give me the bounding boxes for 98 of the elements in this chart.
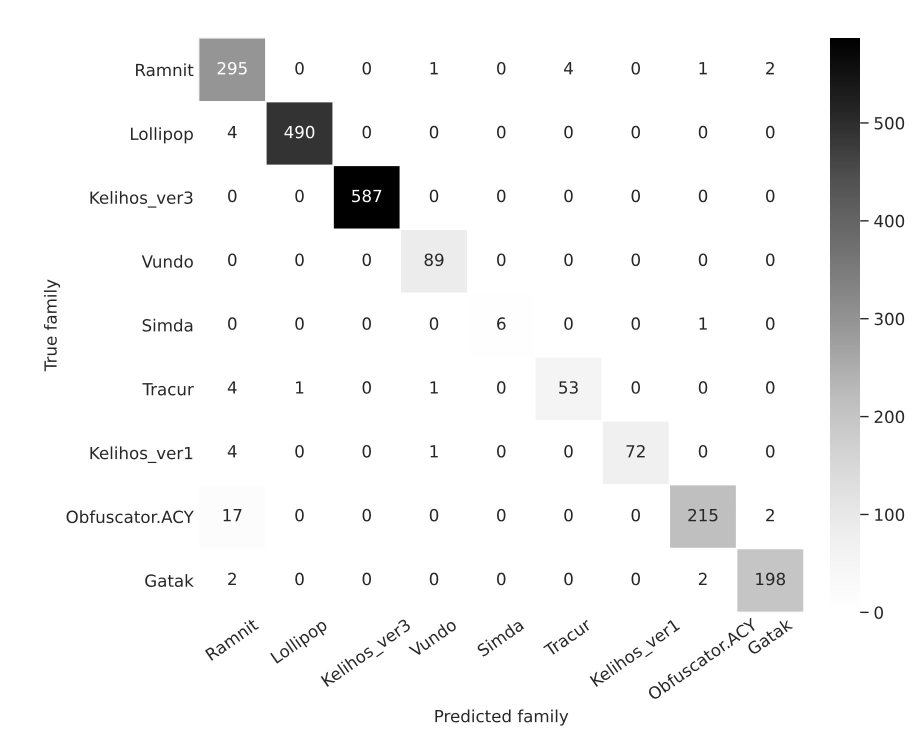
data-label: 2 (698, 572, 707, 586)
data-label: 0 (497, 508, 506, 522)
data-label: 1 (430, 381, 438, 394)
color-bar-label: 400 (874, 214, 904, 228)
data-label: 17 (224, 509, 242, 522)
data-label: 0 (632, 62, 640, 75)
data-label: 0 (430, 126, 438, 138)
data-label: 4 (228, 381, 237, 394)
data-label: 0 (295, 508, 304, 522)
y-tick-label: Vundo (142, 254, 193, 268)
data-label: 0 (497, 444, 506, 458)
y-tick-label: Gatak (145, 574, 194, 588)
data-label: 0 (295, 62, 304, 75)
color-bar-label: 500 (874, 116, 904, 130)
data-label: 2 (766, 508, 774, 522)
y-axis-title: True family (44, 280, 60, 372)
data-label: 6 (497, 317, 506, 330)
data-label: 0 (698, 253, 708, 266)
data-label: 0 (564, 572, 573, 586)
data-label: 0 (766, 444, 774, 458)
data-label: 215 (688, 508, 718, 522)
y-tick-label: Tracur (142, 383, 194, 396)
data-label: 0 (362, 508, 371, 522)
data-label: 0 (564, 253, 573, 266)
data-label: 198 (756, 572, 786, 586)
data-label: 0 (632, 253, 640, 266)
data-label: 0 (564, 317, 573, 330)
data-label: 0 (295, 253, 304, 266)
data-label: 0 (632, 572, 640, 586)
y-tick-label: Kelihos_ver1 (90, 446, 192, 464)
data-label: 4 (564, 62, 573, 74)
data-label: 0 (766, 381, 774, 394)
data-label: 0 (295, 190, 304, 202)
data-label: 587 (352, 190, 382, 202)
data-label: 0 (362, 572, 371, 586)
data-label: 0 (497, 62, 506, 75)
data-label: 0 (766, 190, 774, 202)
data-label: 0 (362, 62, 371, 75)
data-label: 0 (632, 126, 640, 138)
data-label: 4 (228, 445, 237, 458)
data-label: 1 (430, 62, 438, 74)
data-label: 4 (228, 126, 237, 138)
data-label: 0 (295, 444, 304, 458)
data-label: 1 (430, 445, 438, 458)
data-label: 0 (430, 317, 438, 330)
data-label: 0 (497, 253, 506, 266)
y-tick-label: Ramnit (136, 63, 194, 76)
data-label: 0 (295, 317, 304, 330)
data-label: 0 (430, 572, 438, 586)
data-label: 0 (497, 126, 506, 138)
x-axis-title: Predicted family (435, 710, 568, 726)
data-label: 0 (497, 572, 506, 586)
color-bar-label: 0 (874, 606, 883, 619)
data-label: 1 (700, 62, 707, 74)
data-label: 0 (228, 317, 236, 330)
data-label: 0 (228, 253, 236, 266)
color-bar-label: 300 (874, 312, 904, 326)
y-tick-label: Kelihos_ver3 (90, 191, 192, 208)
data-label: 295 (218, 62, 247, 75)
data-label: 0 (362, 317, 371, 330)
data-label: 0 (766, 317, 774, 330)
data-label: 0 (632, 508, 640, 522)
data-label: 0 (698, 444, 708, 458)
data-label: 0 (632, 381, 640, 394)
data-label: 0 (430, 190, 438, 202)
data-label: 0 (564, 190, 573, 202)
y-tick-label: Obfuscator.ACY (66, 510, 194, 524)
y-tick-label: Lollipop (130, 127, 193, 144)
data-label: 0 (698, 381, 708, 394)
data-label: 2 (228, 572, 236, 586)
data-label: 0 (564, 444, 573, 458)
data-label: 0 (497, 381, 506, 394)
data-label: 0 (362, 444, 371, 458)
data-label: 0 (362, 253, 371, 266)
data-label: 0 (362, 381, 371, 394)
data-label: 72 (626, 444, 645, 458)
data-label: 2 (766, 62, 774, 74)
data-label: 0 (362, 126, 371, 138)
data-label: 0 (295, 572, 304, 586)
data-label: 89 (424, 253, 444, 266)
color-bar-label: 100 (875, 508, 904, 522)
data-label: 0 (228, 190, 236, 202)
color-bar-label: 200 (874, 410, 904, 424)
data-label: 1 (700, 318, 707, 330)
data-label: 0 (632, 190, 640, 202)
data-label: 0 (497, 190, 506, 202)
data-label: 0 (698, 190, 708, 202)
data-label: 0 (564, 126, 573, 138)
data-label: 0 (698, 126, 708, 138)
data-label: 0 (632, 317, 640, 330)
y-tick-label: Simda (142, 318, 192, 332)
data-label: 0 (430, 508, 438, 522)
data-label: 0 (766, 126, 774, 138)
data-label: 1 (296, 381, 304, 394)
data-label: 490 (284, 126, 314, 138)
data-label: 53 (559, 381, 578, 394)
data-label: 0 (766, 253, 774, 266)
data-label: 0 (564, 508, 573, 522)
